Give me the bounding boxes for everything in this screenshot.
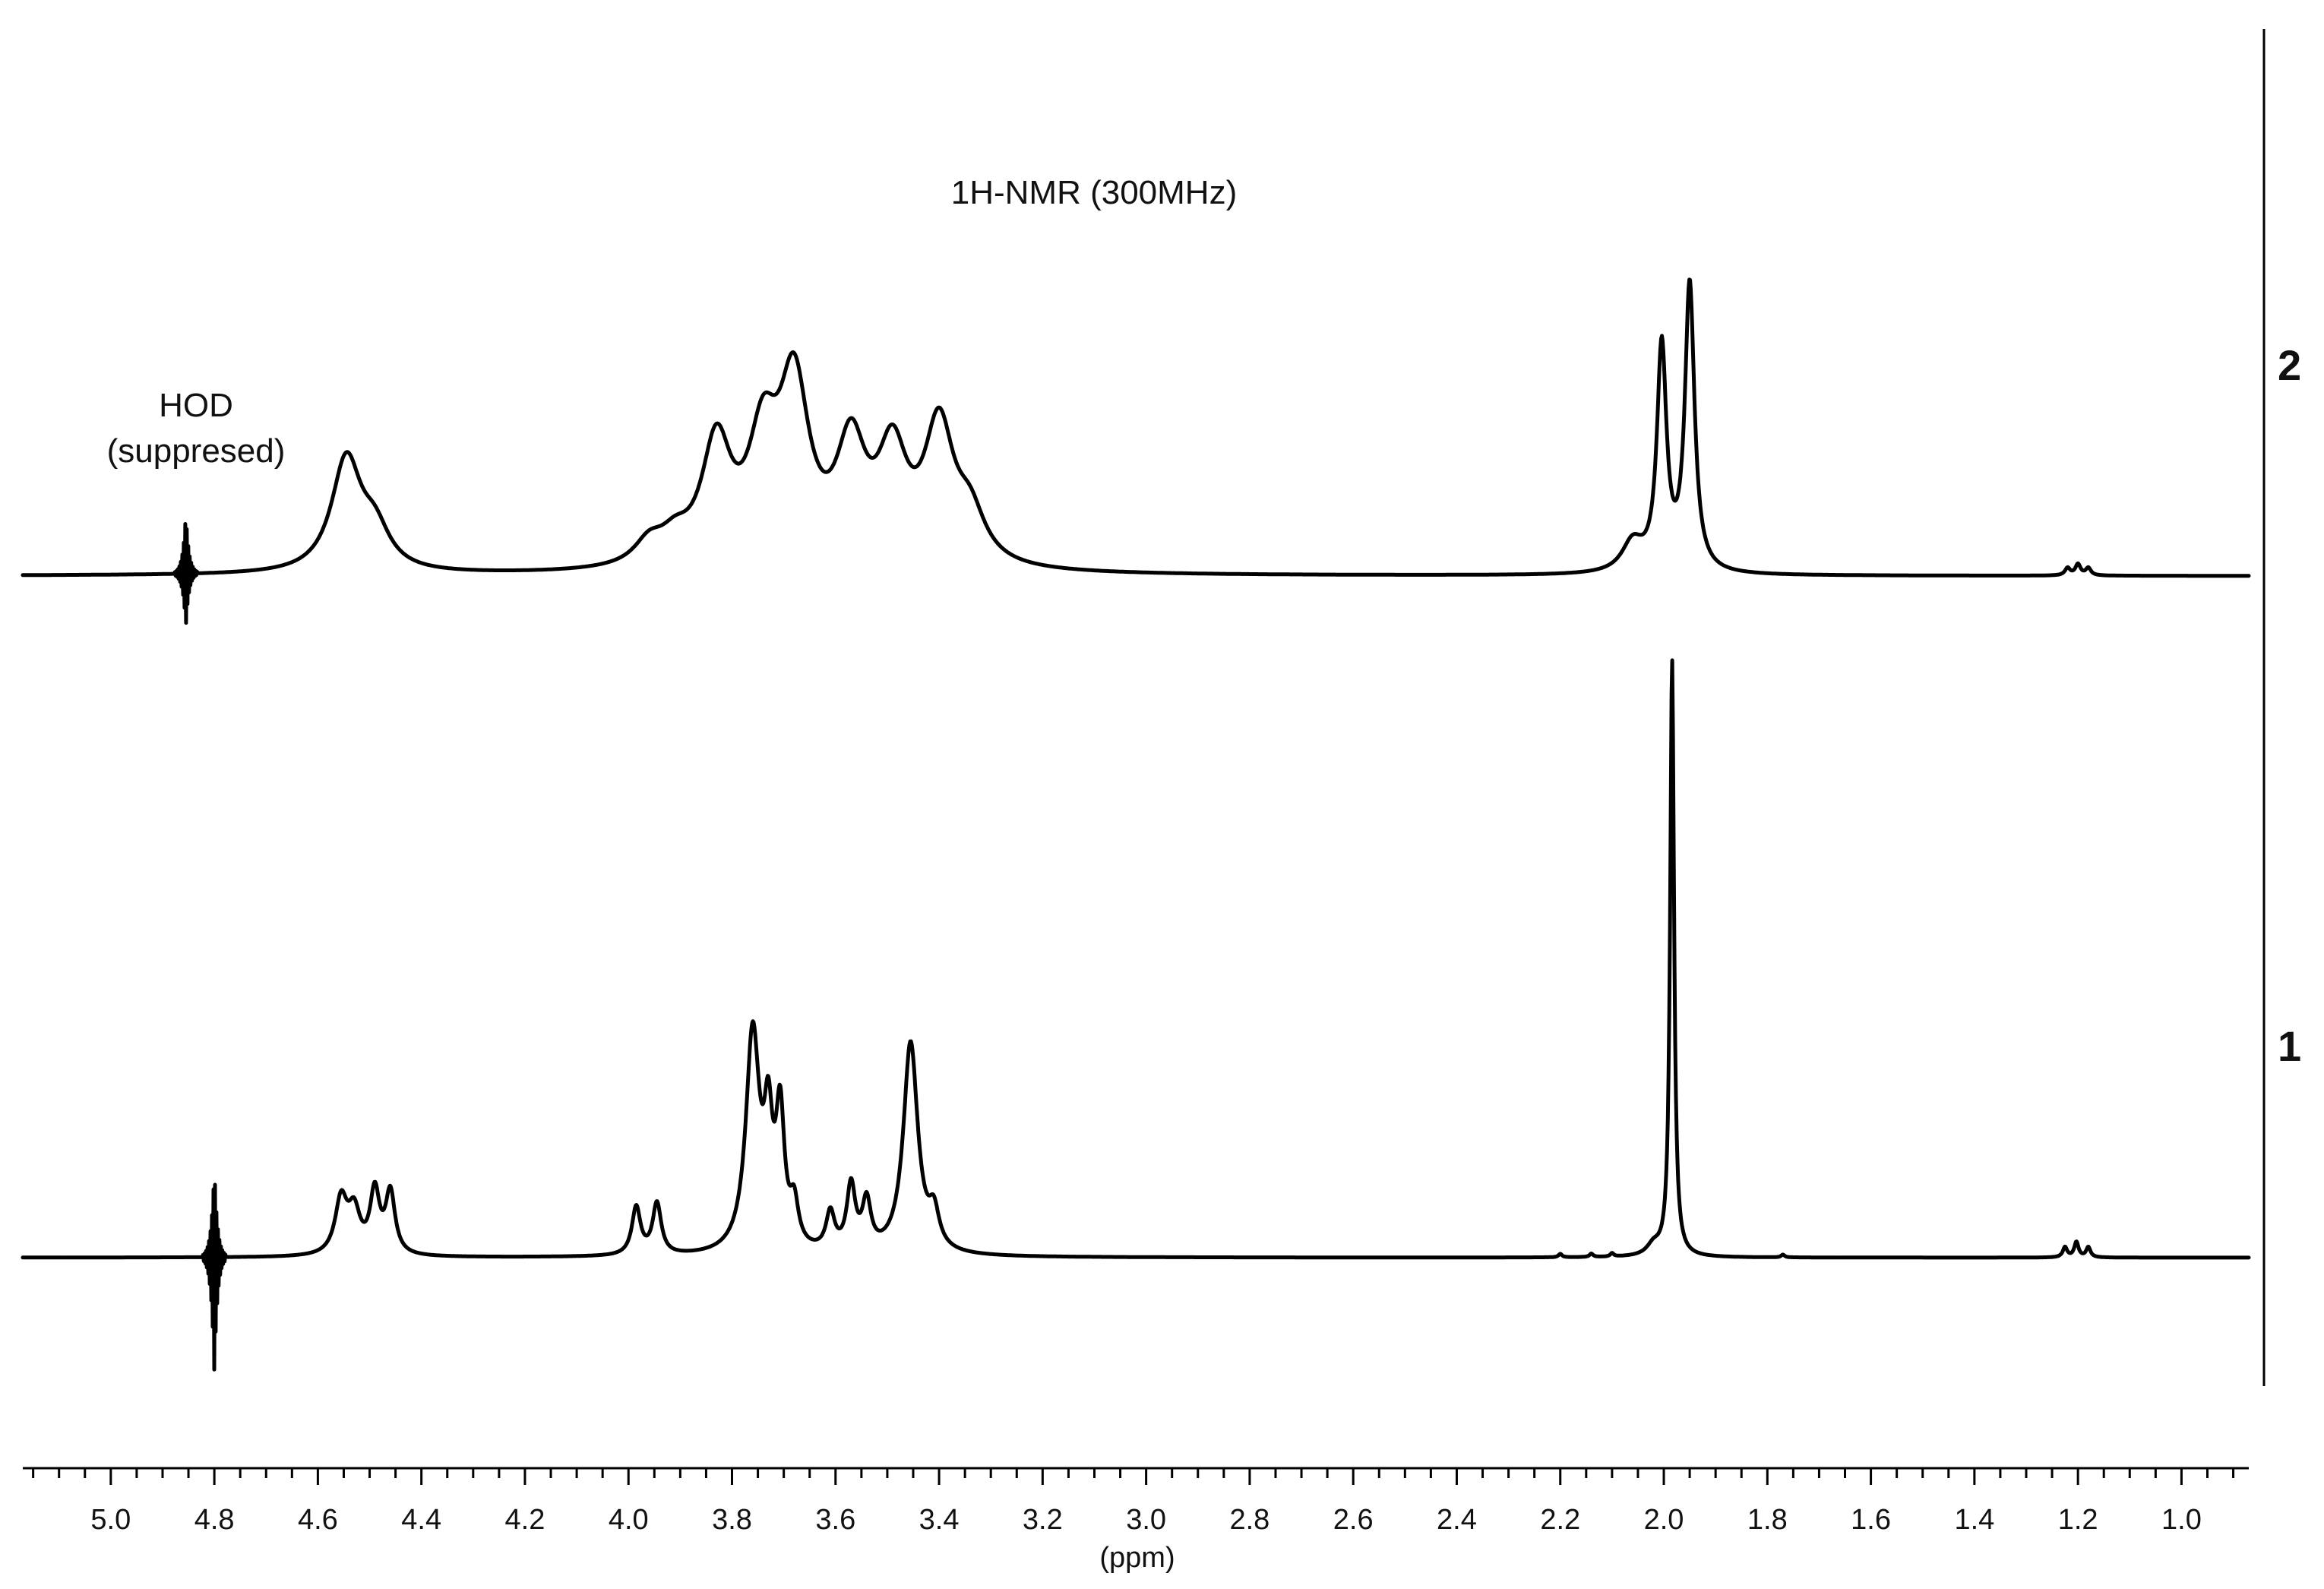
x-tick-label: 1.6 <box>1851 1504 1891 1536</box>
x-tick-label: 3.0 <box>1126 1504 1166 1536</box>
trace-label-1: 1 <box>2278 1022 2301 1070</box>
x-tick-label: 3.6 <box>815 1504 855 1536</box>
spectra-layer <box>21 277 2251 1372</box>
x-tick-label: 2.0 <box>1644 1504 1684 1536</box>
x-tick-label: 3.4 <box>919 1504 960 1536</box>
x-tick-label: 2.4 <box>1437 1504 1477 1536</box>
x-tick-label: 2.8 <box>1229 1504 1270 1536</box>
x-tick-label: 4.0 <box>609 1504 649 1536</box>
hod-annotation-line2: (suppresed) <box>107 432 286 470</box>
spectrum-trace-2 <box>21 277 2251 625</box>
hod-annotation-line1: HOD <box>159 387 233 424</box>
trace-label-2: 2 <box>2278 341 2301 389</box>
x-axis-label: (ppm) <box>1099 1542 1175 1574</box>
x-tick-label: 1.0 <box>2161 1504 2202 1536</box>
x-tick-label: 1.2 <box>2058 1504 2098 1536</box>
x-tick-label: 3.2 <box>1023 1504 1063 1536</box>
x-tick-label: 4.6 <box>298 1504 338 1536</box>
chart-title: 1H-NMR (300MHz) <box>951 174 1237 211</box>
x-tick-label: 4.4 <box>401 1504 441 1536</box>
x-tick-label: 3.8 <box>712 1504 752 1536</box>
spectrum-trace-1 <box>21 658 2251 1372</box>
x-tick-label: 1.8 <box>1747 1504 1788 1536</box>
x-tick-label: 5.0 <box>90 1504 131 1536</box>
x-tick-label: 2.2 <box>1540 1504 1580 1536</box>
x-axis-ticks: 5.0 4.8 4.6 4.4 4.2 4.0 3.8 3.6 3.4 3.2 3.0 2.8 2.6 2… <box>32 1468 2235 1536</box>
x-tick-label: 4.2 <box>505 1504 545 1536</box>
x-tick-label: 4.8 <box>194 1504 235 1536</box>
x-tick-label: 2.6 <box>1333 1504 1374 1536</box>
x-tick-label: 1.4 <box>1954 1504 1994 1536</box>
